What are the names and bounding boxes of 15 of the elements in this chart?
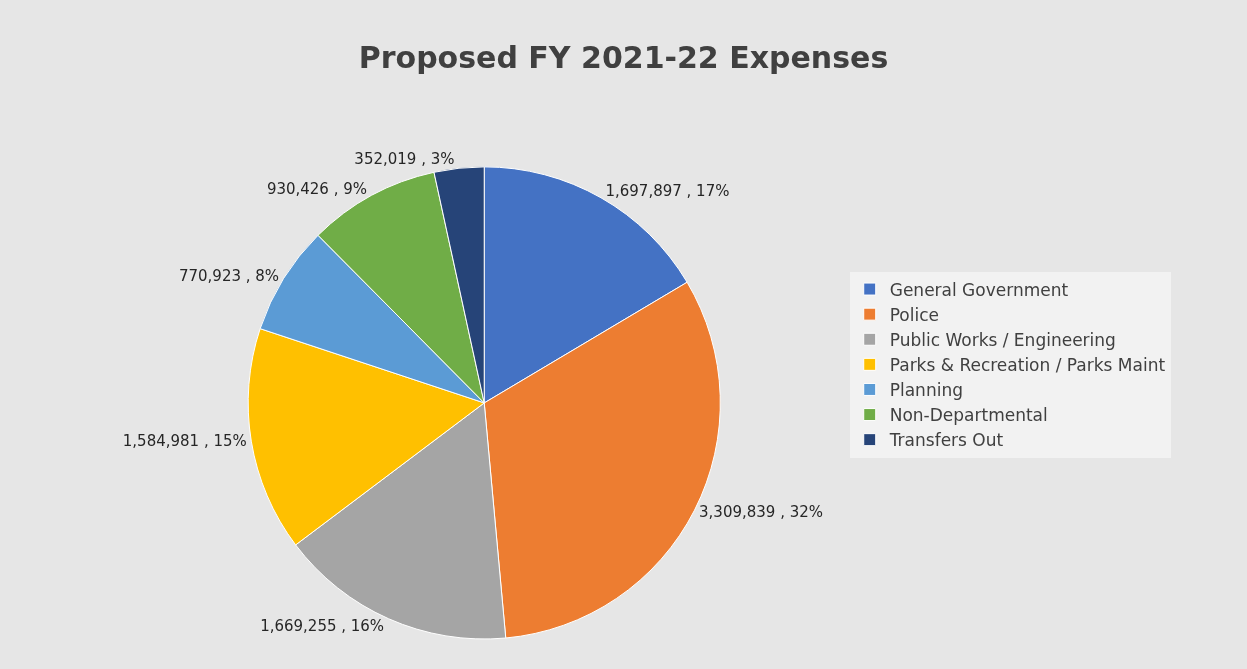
legend-label: Planning [889, 380, 963, 401]
chart-title: Proposed FY 2021-22 Expenses [358, 39, 889, 75]
legend-label: General Government [889, 279, 1069, 300]
data-label: 930,426 , 9% [266, 179, 368, 198]
legend-label: Public Works / Engineering [889, 329, 1116, 350]
data-label: 3,309,839 , 32% [699, 503, 824, 521]
legend-label: Police [889, 304, 940, 325]
legend-label: Parks & Recreation / Parks Maint [889, 354, 1166, 375]
legend-label: Transfers Out [888, 430, 1004, 451]
data-label: 770,923 , 8% [178, 267, 280, 286]
data-label: 1,584,981 , 15% [122, 432, 247, 451]
data-label: 1,669,255 , 16% [260, 617, 385, 636]
legend-label: Non-Departmental [889, 405, 1048, 426]
data-label: 352,019 , 3% [354, 150, 455, 169]
data-label: 1,697,897 , 17% [605, 181, 730, 200]
